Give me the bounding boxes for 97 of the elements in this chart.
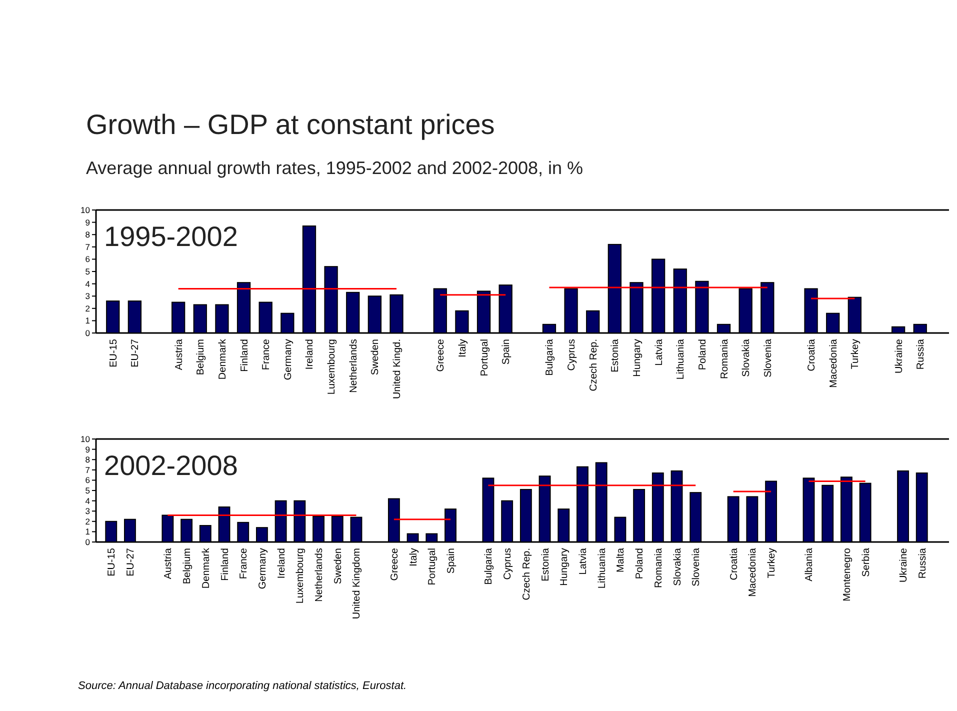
x-tick-label: Macedonia	[828, 338, 840, 388]
x-tick-label: Montenegro	[842, 548, 853, 602]
y-tick-label: 7	[85, 242, 90, 252]
x-tick-label: EU-27	[125, 548, 136, 576]
x-tick-label: Russia	[917, 548, 928, 579]
x-tick-label: Luxembourg	[295, 548, 306, 604]
x-tick-label: Slovenia	[691, 548, 702, 586]
y-tick-label: 4	[85, 496, 90, 506]
source-note: Source: Annual Database incorporating national statistics, Eurostat.	[78, 680, 407, 692]
x-tick-label: Croatia	[728, 548, 740, 580]
x-tick-label: Ukraine	[898, 548, 910, 582]
x-tick-label: Poland	[634, 548, 646, 580]
y-tick-label: 2	[85, 516, 90, 526]
chart-subtitle: Average annual growth rates, 1995-2002 and 2002-2008, in %	[86, 158, 584, 178]
y-tick-label: 9	[85, 217, 90, 228]
x-tick-label: Belgium	[196, 339, 207, 376]
y-tick-label: 7	[85, 464, 90, 475]
x-tick-label: Cyprus	[566, 339, 578, 371]
x-tick-label: France	[238, 548, 250, 580]
x-tick-label: Hungary	[632, 339, 643, 377]
y-tick-label: 10	[80, 434, 90, 444]
x-tick-label: Turkey	[850, 339, 862, 370]
x-tick-label: Luxembourg	[326, 339, 338, 395]
x-tick-label: Netherlands	[348, 339, 360, 393]
x-tick-label: Romania	[653, 548, 664, 588]
y-tick-label: 0	[85, 536, 90, 547]
x-tick-label: Italy	[408, 548, 420, 566]
x-tick-label: Portugal	[427, 548, 438, 586]
x-tick-label: Latvia	[578, 548, 589, 575]
y-tick-label: 1	[85, 526, 90, 537]
x-tick-label: Germany	[257, 548, 268, 590]
x-tick-label: Sweden	[370, 339, 382, 376]
x-tick-label: Croatia	[806, 338, 818, 372]
x-tick-label: Ukraine	[894, 338, 905, 374]
x-tick-label: Latvia	[654, 338, 665, 366]
x-tick-label: Slovakia	[741, 338, 752, 377]
x-tick-label: Czech Rep.	[521, 548, 532, 600]
x-tick-label: France	[261, 338, 272, 370]
x-tick-label: Ireland	[304, 339, 316, 370]
x-tick-label: Russia	[916, 338, 927, 370]
x-tick-label: Denmark	[217, 338, 228, 380]
y-tick-label: 3	[85, 506, 90, 516]
y-tick-label: 10	[80, 204, 90, 215]
y-tick-label: 5	[85, 485, 90, 496]
x-tick-label: Turkey	[766, 548, 778, 578]
annotation: 2002-2008	[104, 450, 238, 481]
x-tick-label: Belgium	[182, 548, 194, 584]
y-tick-label: 3	[85, 291, 90, 302]
x-tick-label: Finland	[239, 339, 250, 372]
x-tick-label: Greece	[436, 338, 447, 372]
x-tick-label: Portugal	[479, 339, 490, 376]
x-tick-label: Austria	[174, 338, 185, 370]
y-tick-label: 6	[85, 475, 90, 486]
y-tick-label: 0	[85, 328, 90, 338]
x-tick-label: Macedonia	[748, 548, 759, 597]
x-tick-label: United Kingdom	[352, 548, 363, 620]
x-tick-label: Spain	[446, 548, 458, 574]
x-tick-label: Lithuania	[596, 548, 608, 589]
x-tick-label: Lithuania	[676, 338, 687, 380]
x-tick-label: Slovakia	[672, 548, 684, 586]
x-tick-label: Slovenia	[762, 338, 774, 378]
x-tick-label: Czech Rep.	[588, 339, 600, 392]
x-tick-label: Germany	[282, 339, 294, 380]
y-tick-label: 1	[85, 316, 90, 326]
x-tick-label: Poland	[697, 339, 708, 370]
x-tick-label: Denmark	[200, 547, 212, 589]
y-tick-label: 4	[85, 278, 90, 289]
x-tick-label: EU-15	[108, 338, 120, 368]
x-tick-label: Austria	[163, 548, 174, 580]
x-tick-label: Bulgaria	[544, 338, 556, 376]
x-tick-label: Cyprus	[502, 548, 514, 580]
x-tick-label: Estonia	[610, 338, 622, 372]
x-tick-label: Netherlands	[314, 548, 326, 602]
x-tick-label: United Kingd.	[392, 339, 404, 400]
x-tick-label: Ireland	[276, 548, 288, 579]
x-tick-label: Italy	[457, 339, 468, 358]
y-tick-label: 8	[85, 230, 90, 240]
chart-title: Growth – GDP at constant prices	[86, 109, 495, 140]
y-tick-label: 5	[85, 266, 90, 276]
y-tick-label: 8	[85, 454, 90, 465]
x-tick-label: Malta	[616, 548, 627, 572]
annotation: 1995-2002	[104, 221, 238, 252]
x-tick-label: Serbia	[860, 548, 872, 577]
x-tick-label: Hungary	[559, 548, 570, 586]
x-tick-label: Bulgaria	[484, 548, 495, 585]
x-tick-label: Estonia	[540, 548, 552, 582]
x-tick-label: Romania	[719, 338, 730, 380]
y-tick-label: 6	[85, 254, 90, 264]
y-tick-label: 9	[85, 444, 90, 454]
x-tick-label: Spain	[501, 339, 512, 365]
x-tick-label: EU-27	[130, 338, 142, 368]
x-tick-label: EU-15	[106, 548, 118, 576]
y-tick-label: 2	[85, 303, 90, 314]
x-tick-label: Sweden	[332, 548, 344, 584]
x-tick-label: Greece	[389, 548, 400, 581]
x-tick-label: Finland	[220, 548, 231, 581]
x-tick-label: Albania	[804, 548, 816, 582]
